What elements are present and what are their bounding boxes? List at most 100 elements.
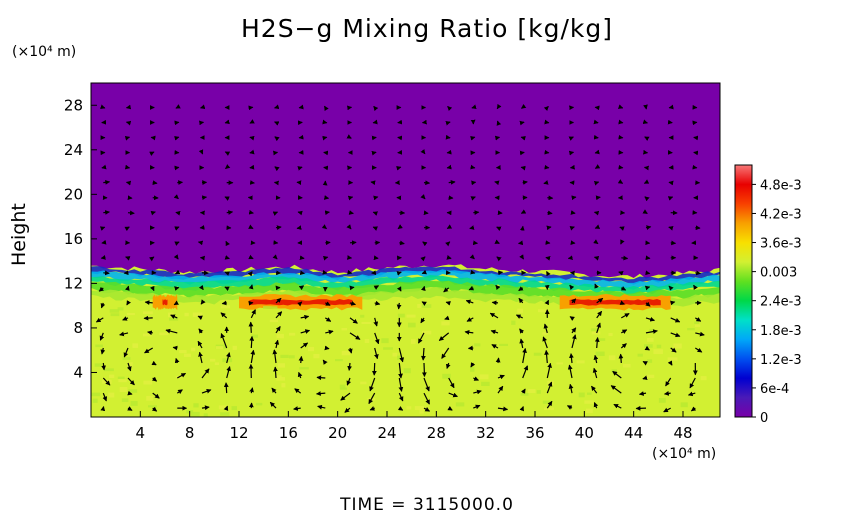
wind-arrow [467, 345, 474, 351]
wind-arrow [610, 385, 622, 394]
wind-arrow [344, 407, 351, 413]
x-tick-label: 36 [525, 424, 544, 442]
wind-arrow [249, 119, 255, 124]
wind-arrow [642, 375, 648, 381]
colorbar-tick-label: 1.8e-3 [760, 324, 802, 339]
field-speckle [203, 413, 208, 417]
wind-arrow [642, 360, 648, 366]
field-speckle [192, 312, 203, 317]
wind-arrow [369, 377, 376, 392]
wind-arrow [102, 392, 108, 402]
wind-arrow [621, 329, 628, 334]
field-speckle [143, 380, 153, 385]
field-speckle [421, 304, 432, 308]
wind-arrow [250, 349, 256, 364]
wind-arrow [497, 270, 504, 276]
wind-arrow [593, 255, 600, 261]
wind-arrow [100, 302, 106, 309]
wind-arrow [299, 270, 305, 276]
wind-arrow [200, 299, 206, 305]
wind-arrow [103, 270, 110, 276]
wind-arrow [396, 302, 402, 310]
wind-arrow [347, 347, 353, 354]
wind-arrow [349, 285, 355, 291]
wind-arrow [224, 271, 230, 276]
wind-arrow [495, 357, 501, 364]
wind-arrow [125, 285, 130, 291]
wind-arrow [620, 239, 625, 245]
wind-arrow [300, 342, 309, 349]
wind-arrow [670, 300, 676, 306]
wind-arrow [620, 343, 627, 349]
y-axis: 4 8 12 16 20 24 28 [64, 96, 97, 381]
wind-arrow [149, 256, 155, 262]
wind-arrow [644, 285, 651, 291]
wind-arrow [546, 362, 552, 379]
field-speckle [169, 317, 179, 321]
field-speckle [520, 393, 529, 396]
field-speckle [637, 353, 643, 357]
field-speckle [276, 377, 285, 381]
wind-arrow [226, 366, 231, 379]
wind-arrow [272, 254, 278, 260]
wind-arrow [441, 347, 450, 359]
wind-arrow [398, 392, 404, 402]
wind-arrow [496, 256, 502, 262]
wind-arrow [373, 255, 379, 261]
wind-arrow [349, 332, 361, 340]
wind-arrow [519, 254, 524, 260]
wind-arrow [543, 180, 549, 185]
field-speckle [511, 320, 516, 325]
colorbar-tick-label: 4.2e-3 [760, 207, 802, 222]
wind-arrow [370, 180, 376, 186]
field-speckle [584, 400, 594, 404]
wind-arrow [470, 196, 476, 201]
field-speckle [130, 401, 138, 406]
wind-arrow [250, 309, 256, 319]
field-speckle [542, 400, 553, 404]
wind-arrow [349, 301, 356, 306]
field-speckle [289, 332, 296, 336]
wind-arrow [618, 270, 624, 276]
wind-arrow [99, 226, 106, 231]
wind-arrow [591, 385, 598, 394]
wind-arrow [176, 389, 183, 395]
wind-arrow [515, 314, 523, 319]
wind-arrow [197, 240, 204, 246]
wind-arrow [224, 255, 230, 260]
colorbar: 0 6e-4 1.2e-3 1.8e-3 2.4e-3 0.003 3.6e-3 4.2e-3… [734, 164, 802, 426]
wind-arrow [448, 377, 455, 389]
field-speckle [335, 359, 343, 362]
wind-arrow [127, 377, 135, 386]
field-speckle [392, 352, 398, 357]
wind-arrow [317, 404, 326, 410]
wind-arrow [687, 391, 696, 397]
wind-arrow [300, 329, 311, 334]
wind-arrow [127, 390, 133, 396]
wind-arrow [321, 224, 327, 230]
wind-arrow [149, 151, 155, 156]
wind-arrow [397, 406, 404, 411]
x-tick-label: 40 [575, 424, 594, 442]
wind-arrow [665, 377, 672, 387]
wind-arrow [569, 284, 575, 290]
field-speckle [499, 343, 508, 346]
wind-arrow [596, 297, 604, 304]
field-speckle [146, 395, 154, 401]
wind-arrow [569, 353, 574, 364]
wind-arrow [596, 322, 601, 334]
field-speckle [595, 351, 605, 356]
wind-arrow [469, 225, 475, 230]
wind-arrow [398, 362, 403, 379]
wind-arrow [695, 270, 701, 276]
wind-arrow [520, 209, 527, 214]
wind-arrow [420, 256, 426, 262]
field-speckle [411, 339, 416, 344]
wind-arrow [595, 195, 601, 201]
wind-arrow [349, 317, 358, 324]
wind-arrow [249, 335, 255, 349]
wind-arrow [347, 195, 354, 201]
wind-arrow [151, 360, 157, 366]
wind-arrow [397, 224, 403, 230]
field-speckle [220, 412, 230, 416]
